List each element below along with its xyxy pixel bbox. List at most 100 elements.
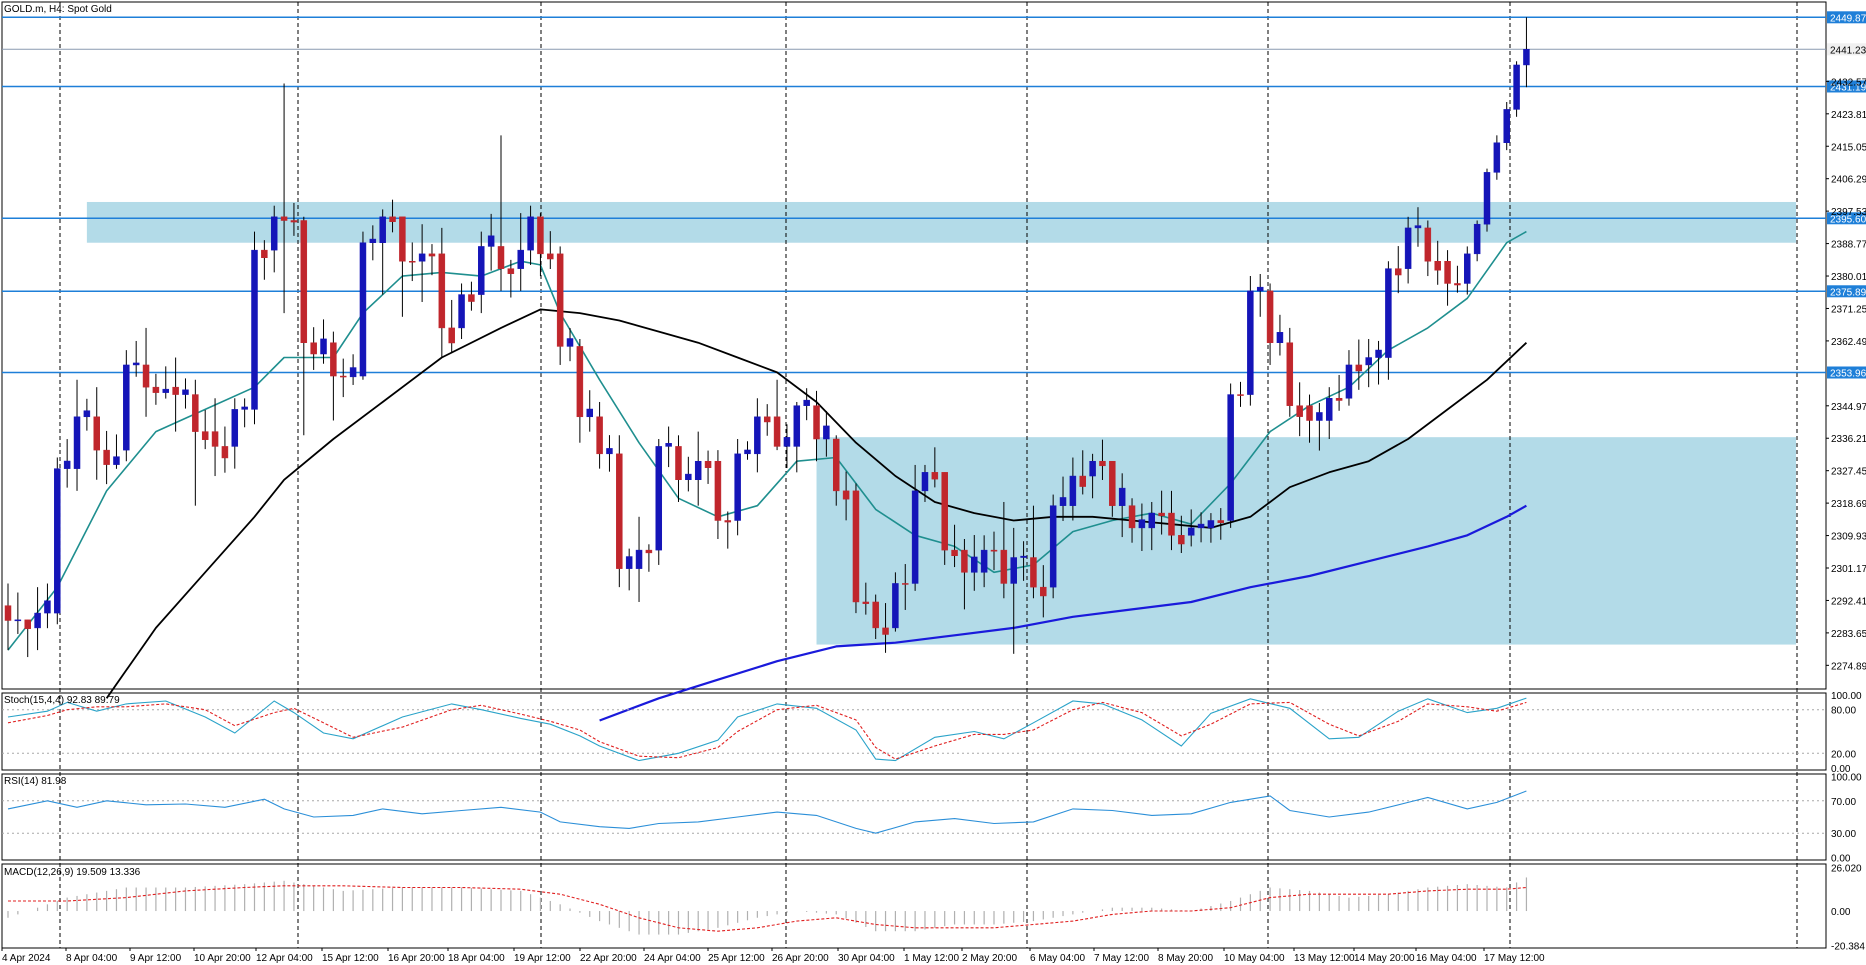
time-tick-7: 18 Apr 04:00 — [448, 953, 505, 964]
candle-body-85 — [842, 490, 850, 500]
candle-body-34 — [339, 375, 347, 378]
candle-body-24 — [241, 406, 248, 410]
candle-body-54 — [537, 216, 544, 255]
time-tick-14: 1 May 12:00 — [904, 953, 959, 964]
indicators-layer — [2, 697, 1826, 935]
candle-body-121 — [1197, 523, 1205, 529]
candle-body-131 — [1296, 405, 1303, 417]
candle-body-26 — [261, 249, 268, 259]
candle-body-48 — [478, 246, 485, 295]
candle-body-83 — [823, 425, 830, 440]
time-tick-15: 2 May 20:00 — [962, 953, 1017, 964]
candle-body-107 — [1059, 497, 1067, 506]
time-tick-0: 4 Apr 2024 — [2, 953, 51, 964]
candle-body-123 — [1217, 520, 1225, 523]
candle-body-143 — [1414, 225, 1422, 229]
stoch-tick-1: 80.00 — [1831, 706, 1856, 717]
rsi-line — [7, 790, 1527, 834]
candle-body-46 — [458, 294, 465, 329]
candle-body-30 — [300, 220, 308, 343]
level-tag-1 — [1827, 43, 1866, 56]
price-tick-6: 2397.53 — [1831, 207, 1866, 218]
candle-body-76 — [754, 416, 761, 455]
candle-body-139 — [1375, 349, 1382, 358]
candle-body-61 — [606, 448, 613, 455]
price-tick-15: 2318.69 — [1831, 499, 1866, 510]
time-tick-19: 10 May 04:00 — [1224, 953, 1285, 964]
candle-body-125 — [1237, 394, 1244, 396]
candle-body-90 — [892, 583, 899, 629]
candle-body-39 — [389, 216, 396, 222]
price-tick-19: 2283.65 — [1831, 629, 1866, 640]
candle-body-20 — [201, 431, 209, 440]
candle-body-133 — [1316, 412, 1323, 421]
candle-body-118 — [1168, 512, 1175, 536]
candle-body-89 — [882, 627, 889, 635]
candle-body-12 — [123, 364, 130, 451]
level-label-3: 2395.60 — [1830, 214, 1866, 225]
candle-body-6 — [63, 460, 71, 469]
candle-body-57 — [566, 338, 574, 347]
candle-body-65 — [645, 549, 653, 554]
level-tag-3 — [1827, 212, 1866, 225]
candle-body-11 — [113, 456, 120, 465]
candle-body-80 — [793, 405, 801, 447]
candle-body-149 — [1473, 223, 1481, 255]
candle-body-94 — [931, 472, 939, 480]
candle-body-69 — [685, 473, 692, 481]
candle-body-17 — [172, 386, 179, 395]
rsi-tick-0: 100.00 — [1831, 772, 1862, 783]
candles-layer — [4, 17, 1530, 658]
candle-body-27 — [270, 216, 278, 251]
price-tick-4: 2415.05 — [1831, 142, 1866, 153]
candle-body-2 — [24, 619, 31, 629]
price-tick-17: 2301.17 — [1831, 564, 1866, 575]
time-axis-layer: 4 Apr 2024 8 Apr 04:00 9 Apr 12:00 10 Apr 2… — [1, 948, 1545, 964]
candle-body-138 — [1365, 357, 1372, 366]
candle-body-63 — [625, 556, 633, 569]
level-tag-4 — [1827, 285, 1866, 298]
candle-body-56 — [556, 253, 564, 347]
candle-body-112 — [1109, 460, 1116, 506]
candle-body-111 — [1099, 460, 1106, 467]
candle-body-142 — [1404, 227, 1412, 269]
macd-tick-2: -20.384 — [1831, 941, 1865, 952]
time-tick-21: 14 May 20:00 — [1354, 953, 1415, 964]
stoch-signal-line — [7, 701, 1527, 760]
price-tick-20: 2274.89 — [1831, 661, 1866, 672]
macd-title: MACD(12,26,9) 19.509 13.336 — [4, 867, 141, 878]
time-tick-5: 15 Apr 12:00 — [322, 953, 379, 964]
candle-body-8 — [83, 410, 91, 418]
candle-body-152 — [1503, 109, 1510, 143]
candle-body-140 — [1385, 268, 1392, 358]
zone-1 — [816, 437, 1796, 645]
candle-body-25 — [251, 249, 258, 410]
price-tick-10: 2362.49 — [1831, 337, 1866, 348]
candle-body-52 — [517, 249, 524, 269]
panel-frames — [1, 1, 1827, 949]
candle-body-23 — [231, 409, 239, 447]
time-tick-18: 8 May 20:00 — [1158, 953, 1213, 964]
candle-body-96 — [951, 549, 958, 556]
zone-0 — [86, 201, 1796, 243]
candle-body-101 — [1000, 549, 1008, 584]
time-tick-4: 12 Apr 04:00 — [256, 953, 313, 964]
candle-body-153 — [1513, 64, 1520, 110]
price-tick-13: 2336.21 — [1831, 434, 1866, 445]
candle-body-16 — [162, 388, 170, 393]
candle-body-7 — [73, 416, 81, 469]
candle-body-29 — [290, 220, 298, 223]
candle-body-105 — [1040, 586, 1047, 597]
stoch-title: Stoch(15,4,4) 92.83 89.79 — [4, 695, 120, 706]
candle-body-129 — [1276, 332, 1284, 343]
level-tag-2 — [1827, 80, 1866, 93]
candle-body-100 — [990, 549, 998, 552]
levels-layer[interactable] — [2, 16, 1826, 374]
candle-body-132 — [1306, 405, 1313, 421]
stoch-main-line — [7, 697, 1527, 762]
candle-body-64 — [635, 549, 643, 569]
ma-slow-line — [105, 308, 1528, 699]
candle-body-136 — [1345, 364, 1353, 399]
level-label-0: 2449.87 — [1830, 13, 1866, 24]
